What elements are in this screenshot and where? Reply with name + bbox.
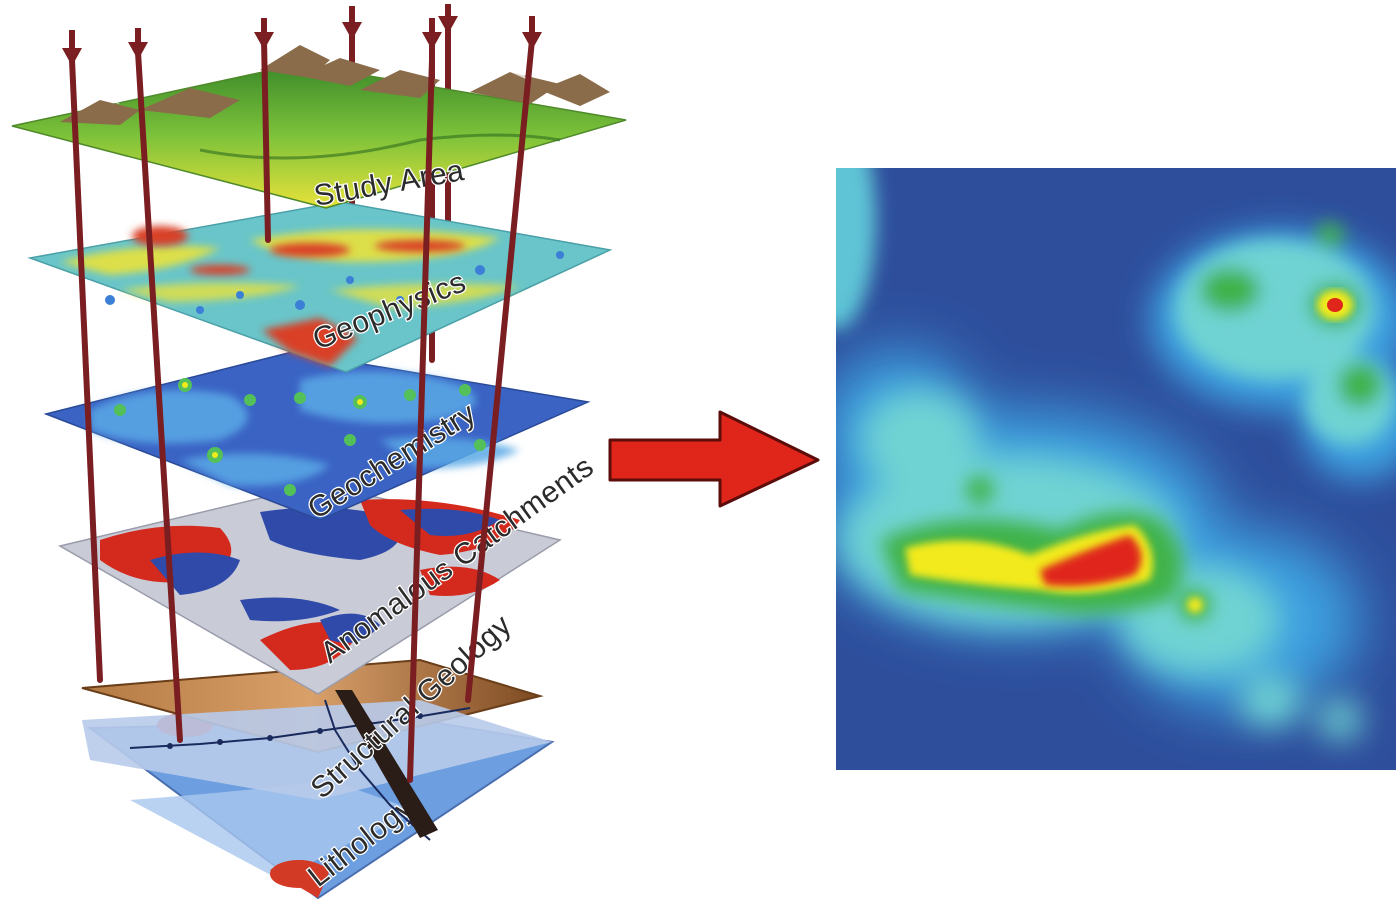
drill-rods-front [69,37,535,783]
down-arrow-icon [522,16,542,50]
down-arrow-icon [62,30,82,66]
layer-study-area: Study Area [11,42,627,214]
down-arrow-icon [422,18,442,50]
layer-stack: Lithology Structural Geology [11,4,627,900]
down-arrow-icon [128,28,148,60]
layer-geochemistry: Geochemistry [43,351,591,527]
down-arrow-icon [254,18,274,50]
prospectivity-map [836,168,1396,770]
drill-arrowheads [62,4,542,66]
down-arrow-icon [438,4,458,34]
right-arrow-icon [608,410,820,508]
layer-geophysics: Geophysics [27,201,613,373]
down-arrow-icon [342,6,362,40]
